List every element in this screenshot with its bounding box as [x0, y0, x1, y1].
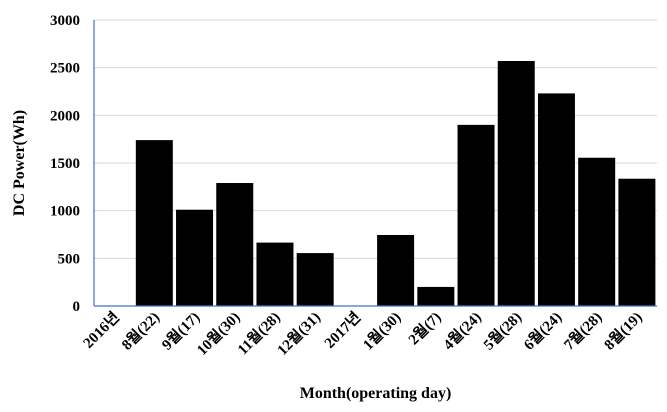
bar: [417, 286, 455, 306]
x-tick-label: 4월(24): [440, 309, 485, 354]
x-tick-label: 6월(24): [521, 309, 566, 354]
y-tick-label: 1500: [50, 156, 80, 172]
bar: [176, 209, 214, 306]
x-tick-label: 7월(28): [561, 309, 606, 354]
y-tick-labels: 0 500 1000 1500 2000 2500 3000: [50, 13, 80, 315]
x-axis-title: Month(operating day): [300, 385, 452, 402]
y-tick-label: 500: [58, 251, 81, 267]
y-tick-label: 0: [73, 299, 81, 315]
bar: [457, 124, 495, 306]
y-tick-label: 3000: [50, 13, 80, 29]
y-tick-label: 2500: [50, 61, 80, 77]
x-tick-label: 10월(30): [194, 309, 244, 359]
x-tick-label: 12월(31): [274, 309, 324, 359]
bars: [135, 60, 656, 306]
bar: [578, 157, 616, 306]
x-tick-label: 2월(7): [405, 309, 444, 348]
x-tick-label: 5월(28): [480, 309, 525, 354]
x-tick-label: 1월(30): [360, 309, 405, 354]
y-tick-label: 2000: [50, 108, 80, 124]
bar: [377, 234, 415, 306]
x-tick-labels: 2016년8월(22)9월(17)10월(30)11월(28)12월(31)20…: [80, 309, 646, 359]
y-tick-label: 1000: [50, 204, 80, 220]
bar: [135, 140, 173, 306]
x-tick-label: 2016년: [80, 309, 123, 352]
x-tick-label: 8월(22): [118, 309, 163, 354]
x-tick-label: 2017년: [321, 309, 364, 352]
x-tick-label: 11월(28): [234, 309, 283, 358]
bar: [256, 242, 294, 306]
bar: [296, 253, 334, 306]
y-axis-title: DC Power(Wh): [11, 110, 28, 216]
bar: [497, 60, 535, 306]
bar: [216, 183, 254, 306]
bar: [618, 178, 656, 306]
axes: [93, 20, 657, 307]
bar: [537, 93, 575, 306]
x-tick-label: 8월(19): [601, 309, 646, 354]
